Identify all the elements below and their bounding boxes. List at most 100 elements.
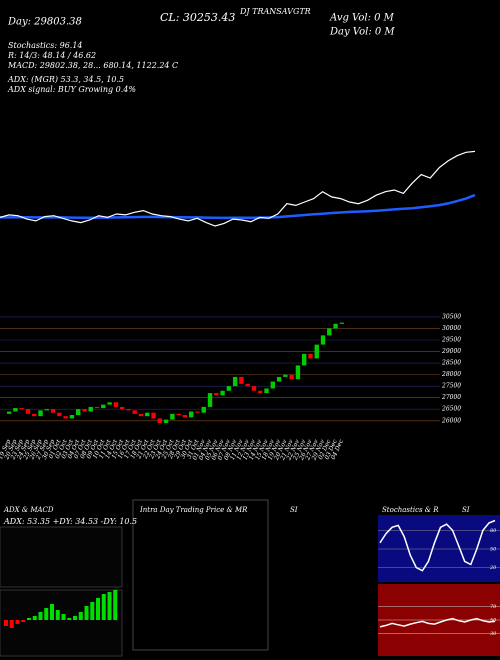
candle — [214, 393, 219, 396]
candle — [283, 374, 288, 377]
macd-bar — [73, 616, 78, 620]
y-tick-label: 26500 — [441, 406, 461, 413]
macd-bar — [4, 620, 9, 626]
candle — [82, 409, 87, 412]
y-tick-label: 30000 — [442, 325, 461, 332]
candle — [25, 409, 31, 414]
price-line — [0, 150, 476, 227]
y-tick-label: 29500 — [441, 337, 461, 344]
adx-line: ADX: (MGR) 53.3, 34.5, 10.5 — [7, 75, 124, 84]
avg-vol: Avg Vol: 0 M — [329, 13, 395, 24]
macd-bar — [15, 620, 20, 624]
macd-bar — [61, 614, 66, 620]
candle — [13, 408, 18, 412]
ma-line — [0, 193, 476, 220]
candle — [113, 402, 119, 407]
candle — [327, 328, 332, 336]
macd-bar — [107, 592, 112, 620]
candle — [320, 335, 326, 345]
candle — [57, 412, 62, 417]
candle — [207, 393, 213, 407]
candle — [188, 411, 194, 418]
candle — [339, 322, 345, 324]
y-tick-label: 29000 — [441, 348, 461, 355]
macd-bar — [50, 604, 55, 620]
candle — [163, 419, 169, 424]
macd-bar — [90, 602, 95, 620]
adx-panel — [0, 526, 123, 588]
macd-bar — [67, 618, 72, 620]
candle — [94, 406, 100, 409]
candle — [220, 390, 225, 396]
candle — [245, 383, 250, 387]
intraday-frame — [132, 499, 269, 651]
stoch-title: Stochastics & R — [382, 506, 439, 514]
close-price: CL: 30253.43 — [160, 11, 235, 24]
candle — [270, 381, 276, 389]
candle — [107, 402, 112, 405]
candle — [44, 409, 50, 411]
candle — [69, 415, 75, 419]
candle — [119, 406, 125, 410]
macd-bar — [113, 590, 118, 620]
candle — [251, 386, 257, 391]
macd-bar — [101, 594, 106, 620]
macd-bar — [27, 618, 32, 620]
stoch-tick: 80 — [490, 528, 497, 534]
y-tick-label: 27500 — [441, 383, 461, 390]
macd-bar — [38, 612, 43, 620]
macd-bar — [96, 598, 101, 620]
macd-bar — [21, 620, 26, 622]
stoch-panel — [378, 515, 500, 582]
candle — [333, 323, 338, 329]
macd-line: MACD: 29802.38, 28... 680.14, 1122.24 C — [7, 61, 178, 70]
candle — [32, 413, 37, 417]
candle — [195, 411, 200, 413]
rsi-line: R: 14/3: 48.14 / 46.62 — [7, 51, 96, 60]
candle — [170, 413, 175, 420]
macd-bar — [84, 606, 89, 620]
y-tick-label: 27000 — [441, 394, 461, 401]
candle — [132, 410, 137, 414]
candle — [289, 374, 294, 380]
candle — [226, 386, 232, 391]
intraday-title: Intra Day Trading Price & MR — [139, 506, 248, 514]
macd-bar — [32, 616, 37, 620]
candle — [138, 413, 144, 417]
macd-bar — [55, 610, 60, 620]
y-tick-label: 30500 — [442, 313, 461, 320]
candle — [6, 411, 12, 414]
rsi-line — [379, 617, 496, 628]
candle — [308, 353, 313, 359]
stoch-si: SI — [462, 506, 470, 514]
stochastic-line — [379, 519, 496, 572]
candle — [157, 418, 163, 424]
candle — [258, 390, 263, 394]
rsi-tick: 70 — [490, 604, 497, 610]
stoch-line: Stochastics: 96.14 — [8, 41, 83, 50]
macd-bar — [44, 608, 49, 620]
macd-panel — [0, 589, 123, 657]
ticker: DJ TRANSAVGTR — [239, 7, 311, 16]
candle — [50, 409, 56, 413]
candle — [201, 406, 206, 413]
rsi-tick: 50 — [490, 618, 497, 624]
candle — [264, 388, 269, 394]
y-tick-label: 28000 — [441, 371, 461, 378]
macd-bar — [78, 612, 83, 620]
candle — [151, 412, 156, 419]
y-tick-label: 26000 — [441, 417, 461, 424]
candle — [126, 409, 131, 411]
candle — [88, 406, 93, 412]
day-vol: Day Vol: 0 M — [329, 27, 395, 38]
y-tick-label: 28500 — [441, 360, 461, 367]
adx-values: ADX: 53.35 +DY: 34.53 -DY: 10.5 — [3, 517, 137, 526]
day-price: Day: 29803.38 — [7, 17, 82, 28]
candle — [38, 410, 43, 417]
candle — [301, 353, 307, 366]
candle — [239, 376, 244, 384]
adx-title: ADX & MACD — [3, 506, 54, 514]
candle — [145, 412, 150, 417]
candle — [176, 413, 181, 415]
